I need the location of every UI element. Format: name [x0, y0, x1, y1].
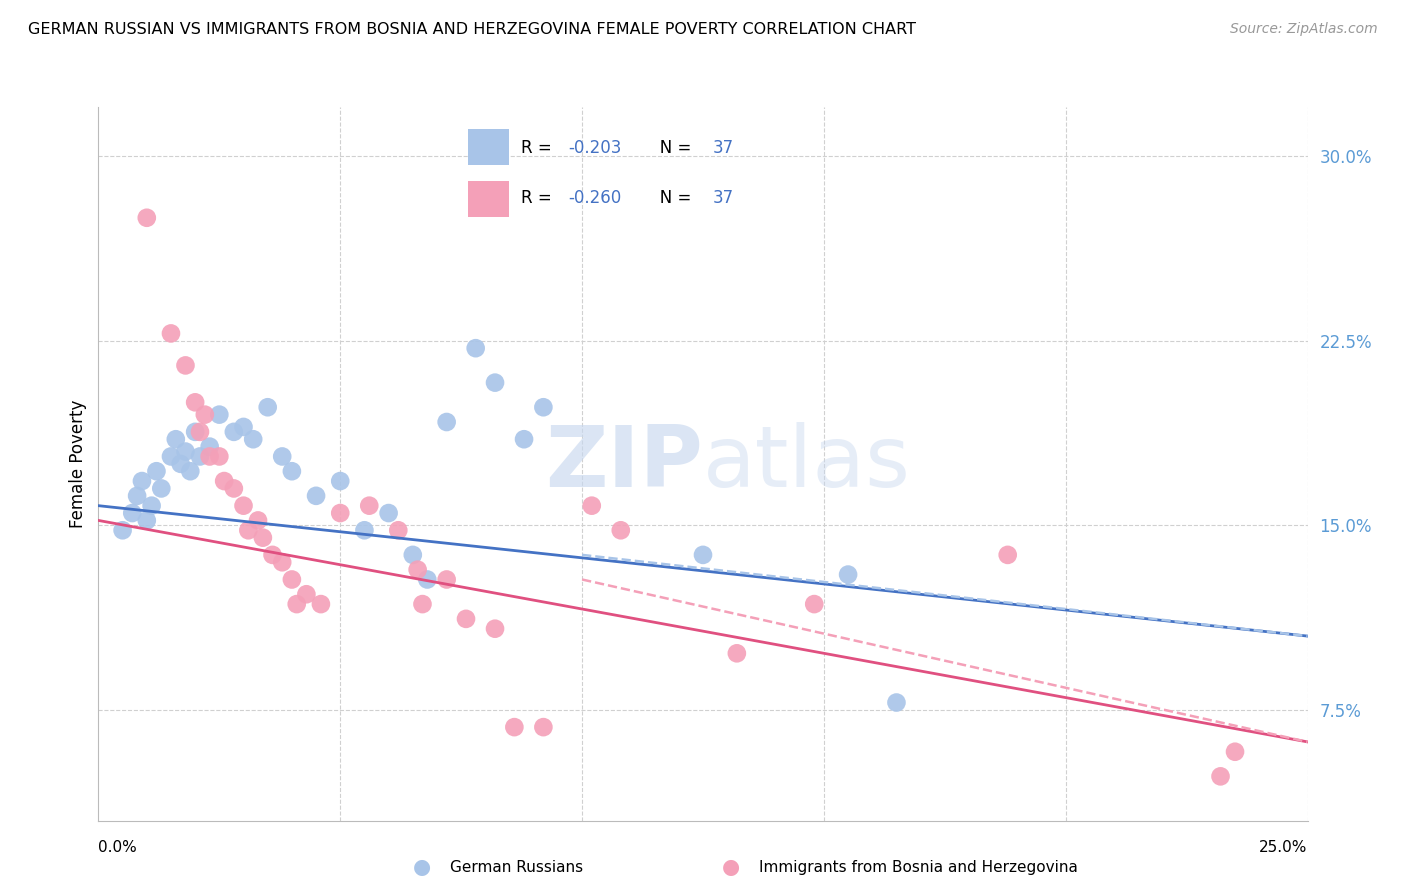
Point — [262, 548, 284, 562]
Point — [160, 326, 183, 341]
Point — [1209, 769, 1232, 783]
Point — [436, 573, 458, 587]
Point — [271, 450, 294, 464]
Point — [150, 482, 173, 496]
Point — [406, 563, 429, 577]
Point — [484, 376, 506, 390]
Point — [174, 444, 197, 458]
Point — [402, 548, 425, 562]
Point — [281, 464, 304, 478]
Point — [165, 432, 187, 446]
Point — [531, 720, 554, 734]
Point — [411, 597, 433, 611]
Point — [135, 211, 157, 225]
Point — [179, 464, 201, 478]
Point — [281, 573, 304, 587]
Y-axis label: Female Poverty: Female Poverty — [69, 400, 87, 528]
Point — [174, 359, 197, 373]
Point — [436, 415, 458, 429]
Point — [285, 597, 308, 611]
Point — [184, 425, 207, 439]
Point — [127, 489, 149, 503]
Point — [309, 597, 332, 611]
Text: atlas: atlas — [703, 422, 911, 506]
Point — [484, 622, 506, 636]
Point — [141, 499, 163, 513]
Text: GERMAN RUSSIAN VS IMMIGRANTS FROM BOSNIA AND HERZEGOVINA FEMALE POVERTY CORRELAT: GERMAN RUSSIAN VS IMMIGRANTS FROM BOSNIA… — [28, 22, 917, 37]
Point — [886, 696, 908, 710]
Point — [329, 506, 352, 520]
Point — [581, 499, 603, 513]
Point — [188, 425, 211, 439]
Point — [464, 341, 486, 355]
Point — [503, 720, 526, 734]
Point — [208, 408, 231, 422]
Point — [135, 513, 157, 527]
Point — [1223, 745, 1246, 759]
Text: Immigrants from Bosnia and Herzegovina: Immigrants from Bosnia and Herzegovina — [759, 860, 1078, 874]
Text: ●: ● — [413, 857, 430, 877]
Point — [222, 425, 245, 439]
Point — [111, 523, 134, 537]
Point — [160, 450, 183, 464]
Point — [194, 408, 217, 422]
Point — [329, 474, 352, 488]
Point — [238, 523, 260, 537]
Point — [145, 464, 167, 478]
Point — [454, 612, 477, 626]
Text: 25.0%: 25.0% — [1260, 840, 1308, 855]
Point — [305, 489, 328, 503]
Point — [610, 523, 633, 537]
Point — [184, 395, 207, 409]
Text: ZIP: ZIP — [546, 422, 703, 506]
Point — [837, 567, 859, 582]
Point — [359, 499, 381, 513]
Point — [725, 646, 748, 660]
Point — [252, 531, 274, 545]
Text: German Russians: German Russians — [450, 860, 583, 874]
Point — [242, 432, 264, 446]
Point — [198, 440, 221, 454]
Text: 0.0%: 0.0% — [98, 840, 138, 855]
Point — [513, 432, 536, 446]
Point — [222, 482, 245, 496]
Text: ●: ● — [723, 857, 740, 877]
Point — [232, 420, 254, 434]
Point — [377, 506, 399, 520]
Point — [353, 523, 375, 537]
Point — [271, 555, 294, 569]
Point — [416, 573, 439, 587]
Point — [997, 548, 1019, 562]
Text: Source: ZipAtlas.com: Source: ZipAtlas.com — [1230, 22, 1378, 37]
Point — [531, 401, 554, 415]
Point — [169, 457, 191, 471]
Point — [387, 523, 409, 537]
Point — [121, 506, 143, 520]
Point — [188, 450, 211, 464]
Point — [198, 450, 221, 464]
Point — [803, 597, 825, 611]
Point — [212, 474, 235, 488]
Point — [295, 587, 318, 601]
Point — [256, 401, 278, 415]
Point — [208, 450, 231, 464]
Point — [692, 548, 714, 562]
Point — [247, 513, 270, 527]
Point — [131, 474, 153, 488]
Point — [232, 499, 254, 513]
